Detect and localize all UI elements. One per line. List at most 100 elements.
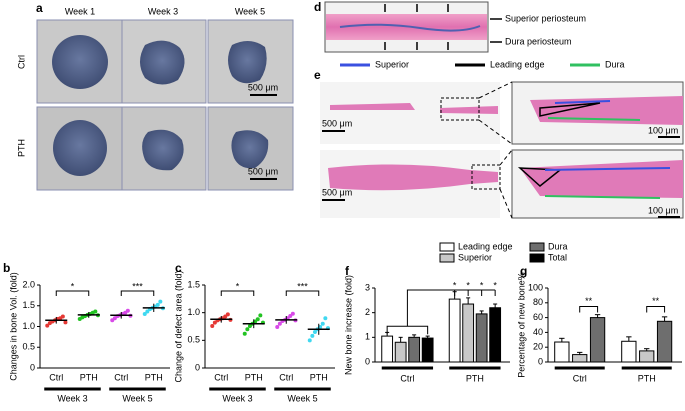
significance-bracket xyxy=(220,290,255,296)
y-tick-label: 0 xyxy=(195,362,200,372)
y-tick-label: 0.5 xyxy=(187,335,200,345)
bar xyxy=(462,303,475,363)
x-tick-label: PTH xyxy=(466,373,484,383)
legend-label: Superior xyxy=(375,59,409,69)
bar xyxy=(394,341,407,363)
data-point xyxy=(63,320,68,325)
data-point xyxy=(275,325,280,330)
column-label: Week 1 xyxy=(65,6,95,16)
x-tick-label: PTH xyxy=(245,372,263,382)
significance-bracket xyxy=(386,289,496,335)
y-tick-label: 1.0 xyxy=(187,307,200,317)
bar xyxy=(589,317,606,363)
x-tick-label: Ctrl xyxy=(279,372,293,382)
data-point xyxy=(125,308,130,313)
group-label: Week 3 xyxy=(57,393,87,403)
y-tick-label: 1.0 xyxy=(22,321,35,331)
legend-swatch xyxy=(529,242,545,252)
marrow xyxy=(339,23,481,32)
data-point xyxy=(255,317,260,322)
y-tick-label: 1.5 xyxy=(187,279,200,289)
significance-label: * xyxy=(71,281,75,291)
data-point xyxy=(288,313,293,318)
panel-label: g xyxy=(520,264,527,278)
x-tick-label: Ctrl xyxy=(49,372,63,382)
scale-bar-label: 500 μm xyxy=(248,166,278,176)
significance-label: * xyxy=(466,280,470,290)
row-label: Ctrl xyxy=(16,55,26,69)
data-point xyxy=(290,311,295,316)
data-point xyxy=(45,323,50,328)
bar xyxy=(421,337,434,363)
y-axis-label: New bone increase (fold) xyxy=(343,275,353,375)
histology-images xyxy=(320,81,684,219)
data-point xyxy=(312,330,317,335)
x-tick-label: PTH xyxy=(145,372,163,382)
legend-label: Leading edge xyxy=(490,59,545,69)
significance-bracket xyxy=(646,306,666,313)
data-point xyxy=(212,320,217,325)
significance-label: *** xyxy=(297,281,308,291)
y-tick-label: 2.0 xyxy=(22,279,35,289)
defect xyxy=(52,35,108,89)
panel-label: e xyxy=(314,68,321,82)
arrows xyxy=(384,4,502,50)
scale-bar-label: 100 μm xyxy=(648,125,678,135)
column-label: Week 3 xyxy=(148,6,178,16)
legend-label: Dura xyxy=(605,59,625,69)
group-label: Week 5 xyxy=(287,393,317,403)
legend-swatch xyxy=(529,253,545,263)
data-point xyxy=(142,312,147,317)
bar xyxy=(408,336,421,363)
panel-label: b xyxy=(3,261,10,275)
significance-label: * xyxy=(236,281,240,291)
significance-label: * xyxy=(493,280,497,290)
data-point xyxy=(277,321,282,326)
bone-section xyxy=(330,103,498,114)
data-point xyxy=(60,314,65,319)
panel-label: f xyxy=(345,264,350,278)
panel-label: c xyxy=(175,261,182,275)
defect xyxy=(231,130,269,169)
y-tick-label: 0 xyxy=(538,356,543,366)
y-axis-label: Change of defect area (fold) xyxy=(173,270,183,382)
data-point xyxy=(242,331,247,336)
defect xyxy=(140,40,185,85)
data-point xyxy=(245,327,250,332)
image-grid xyxy=(36,19,294,191)
data-point xyxy=(320,321,325,326)
row-label: PTH xyxy=(16,139,26,157)
y-tick-label: 40 xyxy=(533,327,543,337)
bar xyxy=(572,354,588,363)
data-point xyxy=(93,309,98,314)
y-tick-label: 3 xyxy=(365,282,370,292)
data-point xyxy=(158,299,163,304)
significance-label: *** xyxy=(132,281,143,291)
defect xyxy=(142,129,184,171)
scale-bar-label: 500 μm xyxy=(322,187,352,197)
scale-bar-label: 100 μm xyxy=(648,205,678,215)
legend-label: Superior xyxy=(458,252,492,262)
x-tick-label: Ctrl xyxy=(214,372,228,382)
bar xyxy=(656,320,673,363)
y-tick-label: 0 xyxy=(30,362,35,372)
legend-swatch xyxy=(439,253,455,263)
x-tick-label: Ctrl xyxy=(573,373,587,383)
bar xyxy=(621,340,637,363)
annotation: Dura periosteum xyxy=(505,36,572,46)
panel-label: d xyxy=(314,0,321,14)
legend-swatch xyxy=(439,242,455,252)
defect xyxy=(53,120,107,176)
x-tick-label: PTH xyxy=(80,372,98,382)
group-label: Week 5 xyxy=(122,393,152,403)
data-point xyxy=(225,312,230,317)
annotation: Superior periosteum xyxy=(505,13,586,23)
data-point xyxy=(323,316,328,321)
y-tick-label: 2 xyxy=(365,307,370,317)
data-point xyxy=(155,302,160,307)
y-axis-label: Changes in bone Vol. (fold) xyxy=(8,272,18,381)
y-tick-label: 1.5 xyxy=(22,300,35,310)
y-tick-label: 0.5 xyxy=(22,342,35,352)
data-point xyxy=(145,309,150,314)
